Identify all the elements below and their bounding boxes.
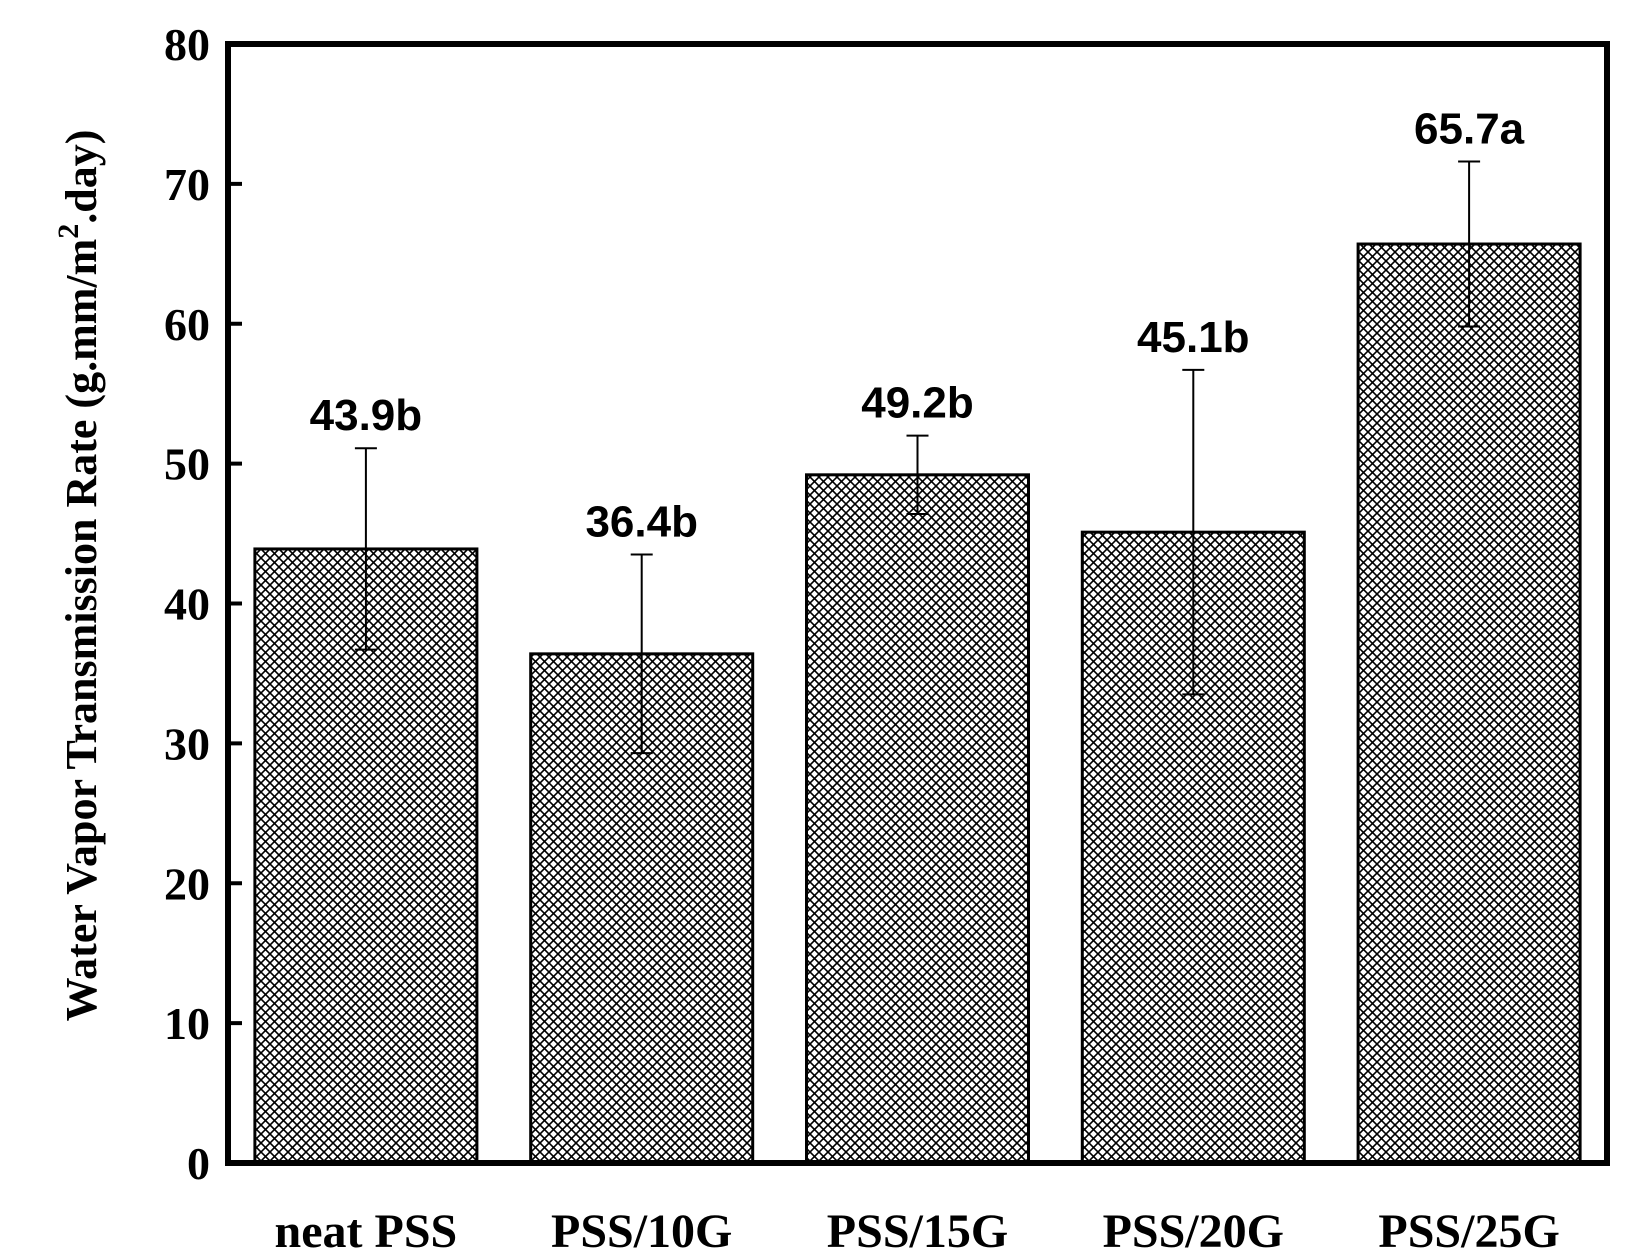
y-tick-label: 10 [164,998,210,1049]
y-tick-label: 50 [164,439,210,490]
bar-pss-15g [805,473,1030,1165]
bar-pss-25g [1356,242,1582,1165]
y-axis-title-superscript: 2 [52,224,85,239]
data-label: 49.2b [861,379,974,428]
data-label: 65.7a [1414,104,1525,153]
data-label: 36.4b [585,498,698,547]
y-tick-label: 60 [164,299,210,350]
data-label: 45.1b [1137,313,1250,362]
y-tick-label: 30 [164,718,210,769]
data-label: 43.9b [310,391,423,440]
y-tick-label: 40 [164,579,210,630]
x-axis-labels: neat PSS PSS/10G PSS/15G PSS/20G PSS/25G [275,1205,1560,1258]
y-axis-ticks: 0 10 20 30 40 50 60 70 80 [164,19,242,1189]
x-category-label: neat PSS [275,1205,458,1258]
y-tick-label: 80 [164,19,210,70]
y-tick-label: 0 [187,1138,210,1189]
x-category-label: PSS/20G [1103,1205,1284,1258]
y-axis-title: Water Vapor Transmission Rate (g.mm/m2.d… [52,130,106,1022]
x-category-label: PSS/10G [551,1205,732,1258]
y-axis-title-suffix: .day) [57,130,106,224]
bar-neat-pss [253,547,479,1165]
y-tick-label: 70 [164,159,210,210]
y-axis-title-main: Water Vapor Transmission Rate (g.mm/m [57,239,106,1022]
x-category-label: PSS/25G [1378,1205,1559,1258]
error-bars-group [354,160,1481,755]
y-tick-label: 20 [164,858,210,909]
data-labels-group: 43.9b 36.4b 49.2b 45.1b 65.7a [310,104,1525,546]
x-category-label: PSS/15G [827,1205,1008,1258]
